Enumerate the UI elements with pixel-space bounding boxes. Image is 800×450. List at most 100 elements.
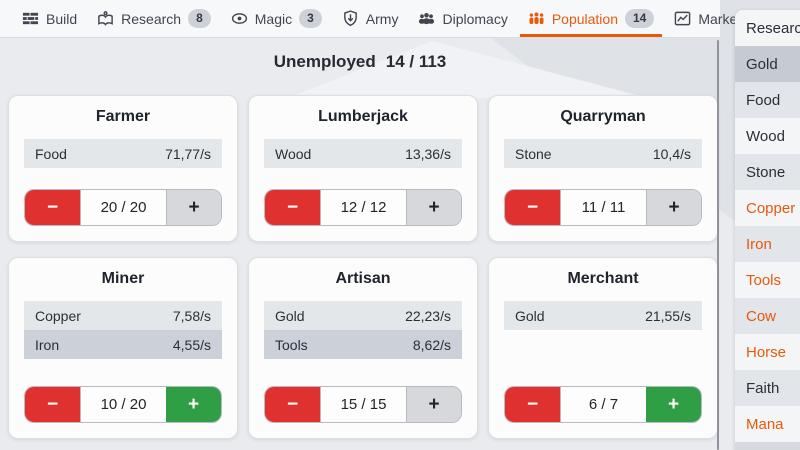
sidebar-item-cow[interactable]: Cow (735, 298, 800, 334)
army-icon (343, 10, 357, 27)
sidebar-item-copper[interactable]: Copper (735, 190, 800, 226)
remove-worker-button[interactable]: − (265, 190, 320, 225)
remove-worker-button[interactable]: − (25, 387, 80, 422)
resource-label: Copper (35, 307, 81, 324)
population-icon (529, 12, 544, 25)
tab-diplomacy[interactable]: Diplomacy (410, 0, 515, 37)
resource-rate: 8,62/s (412, 336, 451, 353)
card-title: Artisan (335, 270, 391, 287)
worker-stepper: − 10 / 20 + (24, 386, 222, 423)
worker-stepper: − 12 / 12 + (264, 189, 462, 226)
worker-count: 15 / 15 (320, 387, 406, 422)
sidebar-item-food[interactable]: Food (735, 82, 800, 118)
tab-research[interactable]: Research 8 (89, 0, 219, 37)
sidebar-item-iron[interactable]: Iron (735, 226, 800, 262)
resource-rate: 7,58/s (172, 307, 211, 324)
resource-row: Stone 10,4/s (504, 139, 702, 168)
card-title: Farmer (95, 108, 151, 125)
worker-stepper: − 20 / 20 + (24, 189, 222, 226)
resource-row: Food 71,77/s (24, 139, 222, 168)
tab-magic-label: Magic (254, 10, 293, 27)
card-title: Merchant (567, 270, 639, 287)
sidebar-item-horse[interactable]: Horse (735, 334, 800, 370)
card-lumberjack: Lumberjack Wood 13,36/s − 12 / 12 + (248, 95, 478, 242)
sidebar-item-tools[interactable]: Tools (735, 262, 800, 298)
scrollbar[interactable] (717, 40, 719, 450)
add-worker-button[interactable]: + (646, 190, 701, 225)
sidebar-item-wood[interactable]: Wood (735, 118, 800, 154)
research-icon (98, 11, 113, 26)
worker-stepper: − 15 / 15 + (264, 386, 462, 423)
profession-cards: Farmer Food 71,77/s − 20 / 20 + Lumberja… (8, 95, 718, 439)
tab-diplomacy-label: Diplomacy (442, 10, 508, 27)
resource-label: Food (35, 145, 67, 162)
sidebar-item-gold[interactable]: Gold (735, 46, 800, 82)
tab-build[interactable]: Build (14, 0, 85, 37)
add-worker-button[interactable]: + (166, 387, 221, 422)
worker-count: 10 / 20 (80, 387, 166, 422)
worker-stepper: − 11 / 11 + (504, 189, 702, 226)
tab-population-label: Population (551, 10, 618, 27)
worker-count: 20 / 20 (80, 190, 166, 225)
card-miner: Miner Copper 7,58/s Iron 4,55/s − 10 / 2… (8, 257, 238, 439)
card-title: Quarryman (560, 108, 646, 125)
resource-label: Iron (35, 336, 60, 353)
magic-badge: 3 (299, 9, 322, 28)
remove-worker-button[interactable]: − (265, 387, 320, 422)
resource-rate: 4,55/s (172, 336, 211, 353)
resource-label: Stone (515, 145, 552, 162)
resource-row: Gold 22,23/s (264, 301, 462, 330)
resource-row: Iron 4,55/s (24, 330, 222, 359)
resource-rate: 22,23/s (405, 307, 451, 324)
sidebar-item-faith[interactable]: Faith (735, 370, 800, 406)
sidebar-item-stone[interactable]: Stone (735, 154, 800, 190)
remove-worker-button[interactable]: − (505, 387, 560, 422)
resource-rate: 71,77/s (165, 145, 211, 162)
card-farmer: Farmer Food 71,77/s − 20 / 20 + (8, 95, 238, 242)
marketplace-icon (675, 11, 691, 26)
sidebar-item-research[interactable]: Research (735, 10, 800, 46)
worker-count: 11 / 11 (560, 190, 646, 225)
tab-army-label: Army (365, 10, 399, 27)
worker-stepper: − 6 / 7 + (504, 386, 702, 423)
resource-label: Gold (515, 307, 545, 324)
add-worker-button[interactable]: + (406, 190, 461, 225)
unemployed-label: Unemployed (273, 52, 376, 71)
remove-worker-button[interactable]: − (505, 190, 560, 225)
diplomacy-icon (419, 13, 435, 25)
card-merchant: Merchant Gold 21,55/s − 6 / 7 + (488, 257, 718, 439)
sidebar-item-mana[interactable]: Mana (735, 406, 800, 442)
card-artisan: Artisan Gold 22,23/s Tools 8,62/s − 15 /… (248, 257, 478, 439)
resource-rate: 10,4/s (652, 145, 691, 162)
sidebar-item-partial[interactable] (735, 442, 800, 450)
magic-icon (231, 13, 247, 24)
tab-army[interactable]: Army (334, 0, 407, 37)
build-icon (22, 12, 39, 25)
add-worker-button[interactable]: + (646, 387, 701, 422)
resource-rate: 13,36/s (405, 145, 451, 162)
resource-row: Tools 8,62/s (264, 330, 462, 359)
resource-label: Tools (275, 336, 308, 353)
resource-row: Copper 7,58/s (24, 301, 222, 330)
resource-sidebar: Research Gold Food Wood Stone Copper Iro… (735, 10, 800, 450)
resource-label: Wood (275, 145, 312, 162)
tab-magic[interactable]: Magic 3 (223, 0, 330, 37)
resource-row: Gold 21,55/s (504, 301, 702, 330)
remove-worker-button[interactable]: − (25, 190, 80, 225)
tab-population[interactable]: Population 14 (520, 0, 663, 37)
tab-research-label: Research (121, 10, 182, 27)
add-worker-button[interactable]: + (166, 190, 221, 225)
tab-build-label: Build (46, 10, 78, 27)
resource-label: Gold (275, 307, 305, 324)
worker-count: 12 / 12 (320, 190, 406, 225)
worker-count: 6 / 7 (560, 387, 646, 422)
card-title: Miner (101, 270, 145, 287)
resource-rate: 21,55/s (645, 307, 691, 324)
research-badge: 8 (188, 9, 211, 28)
add-worker-button[interactable]: + (406, 387, 461, 422)
card-title: Lumberjack (318, 108, 408, 125)
card-quarryman: Quarryman Stone 10,4/s − 11 / 11 + (488, 95, 718, 242)
top-nav: Build Research 8 Magic 3 Army D (0, 0, 775, 38)
unemployed-heading: Unemployed 14 / 113 (0, 52, 720, 72)
unemployed-count: 14 / 113 (385, 52, 447, 71)
